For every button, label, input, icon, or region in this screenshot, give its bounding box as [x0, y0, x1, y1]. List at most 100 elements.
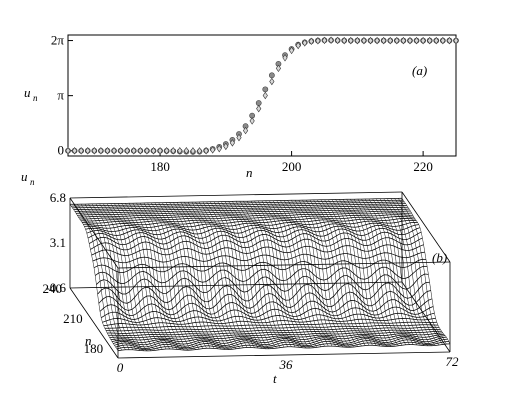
- surface-line-t: [294, 200, 344, 348]
- surface-line-t: [387, 198, 436, 346]
- surface-line-t: [276, 200, 325, 347]
- surface-line-t: [147, 202, 196, 350]
- surface-line-t: [173, 202, 222, 350]
- surface-line-t: [99, 203, 148, 352]
- panel-b-z-tick-label: -0.6: [45, 280, 66, 295]
- panel-a-point: [335, 36, 341, 45]
- panel-a-frame: [67, 34, 457, 157]
- panel-a-point: [104, 147, 111, 155]
- panel-a-point: [91, 147, 97, 155]
- surface-line-t: [239, 201, 288, 347]
- surface-line-t: [132, 203, 181, 350]
- panel-a-point: [124, 147, 130, 155]
- surface-line-t: [368, 198, 417, 346]
- surface-line-t: [346, 199, 395, 347]
- surface-line-t: [165, 202, 215, 349]
- panel-a-point: [328, 36, 334, 44]
- panel-a-point: [144, 147, 150, 155]
- panel-a-point: [223, 142, 229, 151]
- panel-a-point: [137, 147, 143, 155]
- panel-a-point: [255, 100, 262, 106]
- panel-a-point: [315, 37, 321, 45]
- surface-line-t: [335, 199, 384, 347]
- panel-a-point: [164, 147, 170, 155]
- surface-line-t: [353, 199, 403, 346]
- panel-a-point: [387, 36, 393, 45]
- surface-line-t: [250, 200, 299, 348]
- surface-line-t: [139, 202, 189, 351]
- panel-a-point: [118, 147, 124, 155]
- surface-line-t: [324, 199, 373, 346]
- surface-line-t: [331, 199, 381, 347]
- surface-line-t: [287, 200, 336, 347]
- surface-line-t: [114, 203, 163, 350]
- surface-line-t: [398, 198, 447, 345]
- surface-line-t: [350, 199, 399, 346]
- panel-b-n-axis-label: n: [85, 333, 92, 348]
- surface-line-t: [243, 201, 292, 347]
- panel-b-n-tick-label: 240: [43, 281, 63, 296]
- surface-line-t: [254, 200, 303, 348]
- panel-a-point: [282, 54, 288, 62]
- panel-a-point: [242, 126, 249, 135]
- box-edge: [69, 287, 119, 359]
- panel-a-point: [183, 147, 189, 155]
- panel-a-x-axis-label: n: [246, 165, 253, 180]
- surface-line-n: [92, 251, 425, 264]
- surface-line-t: [128, 203, 178, 350]
- panel-a-point: [98, 147, 104, 155]
- panel-b-t-tick-label: 36: [279, 357, 294, 372]
- surface-line-t: [364, 198, 414, 345]
- surface-line-t: [309, 199, 358, 347]
- surface-line-t: [313, 199, 362, 347]
- surface-line-t: [342, 199, 392, 347]
- surface-line-t: [169, 202, 218, 349]
- surface-line-t: [305, 199, 355, 348]
- surface-line-t: [180, 202, 229, 350]
- surface-line-t: [95, 203, 144, 351]
- surface-line-t: [302, 199, 351, 348]
- panel-a-point: [111, 147, 117, 155]
- panel-a-point: [262, 91, 268, 100]
- panel-a-point: [150, 147, 157, 155]
- surface-line-t: [176, 202, 226, 350]
- surface-line-t: [187, 202, 237, 349]
- surface-line-t: [110, 203, 159, 351]
- surface-line-t: [228, 201, 277, 349]
- panel-a-point: [413, 36, 420, 45]
- surface-line-t: [191, 201, 240, 349]
- panel-a-point: [210, 146, 216, 154]
- panel-a-point: [190, 147, 196, 155]
- surface-line-t: [372, 198, 421, 346]
- panel-a-point: [256, 104, 262, 113]
- panel-a-point: [400, 36, 406, 45]
- panel-a-point: [269, 77, 275, 86]
- surface-line-t: [383, 198, 432, 346]
- surface-line-t: [320, 199, 370, 346]
- panel-a-point: [170, 147, 176, 155]
- surface-line-t: [394, 198, 443, 345]
- surface-line-t: [246, 201, 296, 348]
- panel-a-point: [453, 36, 459, 45]
- panel-a-point: [72, 147, 78, 155]
- panel-a-points: [65, 36, 459, 155]
- panel-a-point: [433, 36, 439, 45]
- panel-a-point: [354, 36, 360, 45]
- surface-line-t: [136, 202, 185, 351]
- surface-line-t: [265, 200, 314, 348]
- panel-a-point: [196, 147, 203, 155]
- surface-line-t: [339, 199, 388, 347]
- surface-line-t: [103, 203, 152, 351]
- panel-b-label: (b): [432, 250, 447, 265]
- surface-line-t: [224, 201, 274, 349]
- panel-a-point: [177, 147, 183, 155]
- surface-line-t: [69, 204, 119, 351]
- panel-a-point: [295, 41, 301, 50]
- panel-a-point: [216, 144, 222, 153]
- panel-a-point: [394, 36, 400, 45]
- panel-a-point: [381, 36, 387, 45]
- panel-a-x-tick-label: 220: [413, 159, 433, 174]
- surface-line-t: [143, 202, 192, 351]
